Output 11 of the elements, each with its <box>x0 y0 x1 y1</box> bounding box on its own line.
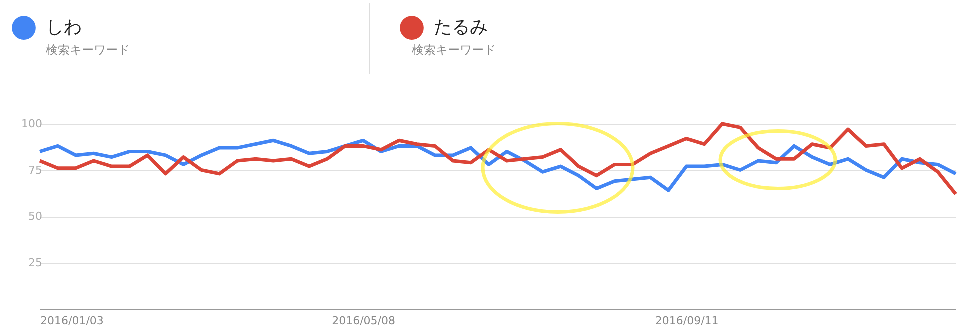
x-tick-label: 2016/09/11 <box>655 314 719 328</box>
y-tick-label: 50 <box>28 210 42 223</box>
legend-label: しわ <box>46 17 82 38</box>
text: 検索キーワード <box>412 43 496 57</box>
legend-label: たるみ <box>434 17 488 38</box>
text: 検索キーワード <box>46 43 130 57</box>
y-tick-label: 100 <box>22 118 42 130</box>
x-tick-label: 2016/05/08 <box>332 314 396 328</box>
x-tick-label: 2016/01/03 <box>40 314 104 328</box>
y-tick-label: 75 <box>28 164 42 177</box>
y-tick-label: 25 <box>28 256 42 270</box>
